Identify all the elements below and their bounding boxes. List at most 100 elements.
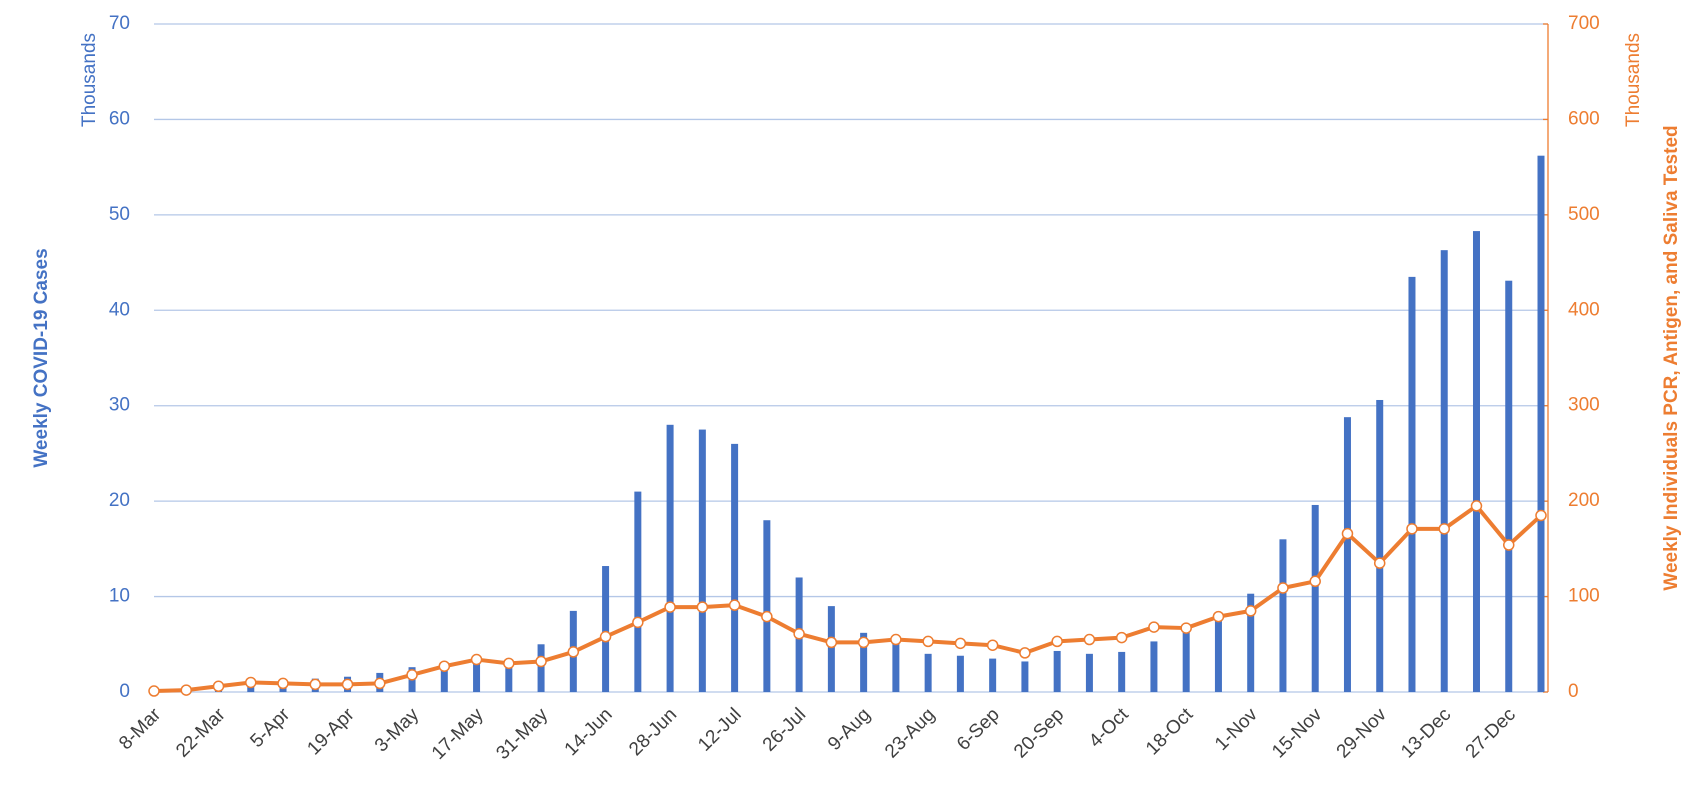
line-marker xyxy=(728,599,741,611)
x-tick-label: 18-Oct xyxy=(1142,704,1198,760)
line-marker xyxy=(567,646,580,658)
line-marker xyxy=(1244,605,1257,617)
bar xyxy=(1537,155,1545,693)
line-marker xyxy=(535,655,547,668)
y2-tick-label: 100 xyxy=(1568,586,1600,607)
line-marker xyxy=(406,669,418,681)
y-tick-label: 50 xyxy=(109,204,130,225)
x-tick-label: 19-Apr xyxy=(303,704,359,760)
line-marker xyxy=(309,678,322,691)
line-marker xyxy=(761,610,773,623)
bar xyxy=(1085,653,1093,692)
x-tick-label: 23-Aug xyxy=(881,704,939,762)
y-unit-label: Thousands xyxy=(79,33,100,127)
line-marker xyxy=(277,677,289,690)
x-tick-label: 29-Nov xyxy=(1333,704,1392,763)
line-marker xyxy=(1212,610,1225,623)
line-marker xyxy=(664,601,676,613)
bar xyxy=(1118,651,1126,692)
x-tick-label: 26-Jul xyxy=(759,704,810,755)
bar xyxy=(924,653,932,692)
x-tick-label: 27-Dec xyxy=(1462,704,1520,762)
y-axis-title: Weekly COVID-19 Cases xyxy=(31,248,52,467)
bar xyxy=(634,491,642,692)
y-tick-label: 40 xyxy=(109,299,130,320)
bar xyxy=(827,606,835,692)
bar xyxy=(473,657,481,692)
bar xyxy=(763,520,771,692)
x-tick-label: 1-Nov xyxy=(1211,704,1262,755)
y2-tick-label: 600 xyxy=(1568,108,1600,129)
bar xyxy=(602,566,610,692)
bar xyxy=(1376,399,1384,692)
line-marker xyxy=(890,633,902,646)
y2-unit-label: Thousands xyxy=(1623,33,1644,127)
y-tick-label: 20 xyxy=(109,490,130,511)
line-marker xyxy=(212,680,225,693)
line-marker xyxy=(1180,622,1192,634)
x-tick-label: 31-May xyxy=(493,704,553,764)
bar xyxy=(1279,539,1287,692)
x-tick-label: 28-Jun xyxy=(625,704,681,760)
x-tick-label: 5-Apr xyxy=(246,704,294,752)
line-marker xyxy=(1406,523,1418,535)
line-marker xyxy=(986,639,999,651)
y2-tick-label: 700 xyxy=(1568,13,1600,34)
bar xyxy=(1021,661,1029,692)
bar xyxy=(1053,650,1061,692)
line-marker xyxy=(793,628,805,640)
line-marker xyxy=(1309,575,1321,588)
line-marker xyxy=(825,636,838,649)
line-marker xyxy=(1341,527,1354,540)
bar xyxy=(1472,231,1480,692)
bar xyxy=(731,443,739,692)
y2-tick-label: 0 xyxy=(1568,681,1579,702)
x-tick-label: 8-Mar xyxy=(115,704,165,754)
x-tick-label: 4-Oct xyxy=(1085,704,1133,752)
line-marker xyxy=(954,637,967,650)
y2-axis-title: Weekly Individuals PCR, Antigen, and Sal… xyxy=(1661,125,1682,590)
x-tick-label: 9-Aug xyxy=(824,704,875,755)
x-tick-label: 6-Sep xyxy=(953,704,1004,755)
line-marker xyxy=(696,601,709,613)
x-tick-label: 14-Jun xyxy=(561,704,617,760)
line-marker xyxy=(1438,523,1450,535)
bar xyxy=(1247,593,1255,692)
line-marker xyxy=(1019,647,1031,659)
line-marker xyxy=(180,684,193,696)
bar xyxy=(892,639,900,692)
bar xyxy=(440,663,448,692)
bar xyxy=(956,655,964,692)
bar xyxy=(1214,615,1222,692)
y-tick-label: 70 xyxy=(109,13,130,34)
line-marker xyxy=(245,676,257,689)
bar xyxy=(505,661,513,692)
line-marker xyxy=(599,630,612,643)
y2-tick-label: 300 xyxy=(1568,395,1600,416)
line-marker xyxy=(1083,633,1096,646)
bar xyxy=(1150,641,1158,692)
line-marker xyxy=(1470,500,1483,512)
x-tick-label: 20-Sep xyxy=(1010,704,1068,762)
y-tick-label: 10 xyxy=(109,586,130,607)
line-marker xyxy=(922,635,934,648)
line-marker xyxy=(1373,557,1386,569)
bar xyxy=(1505,280,1513,692)
y2-tick-label: 500 xyxy=(1568,204,1600,225)
y-tick-label: 0 xyxy=(119,681,130,702)
x-tick-label: 3-May xyxy=(371,704,424,757)
line-marker xyxy=(1051,635,1063,648)
y-tick-label: 30 xyxy=(109,395,130,416)
bar xyxy=(1311,504,1319,692)
line-marker xyxy=(470,653,483,666)
x-tick-label: 17-May xyxy=(428,704,488,764)
line-marker xyxy=(374,677,386,690)
line xyxy=(153,503,1543,694)
line-marker xyxy=(857,636,870,649)
line-marker xyxy=(1148,621,1160,633)
line-marker xyxy=(341,678,354,691)
line-marker xyxy=(1502,539,1515,551)
line-marker xyxy=(503,657,515,670)
bar xyxy=(989,658,997,692)
